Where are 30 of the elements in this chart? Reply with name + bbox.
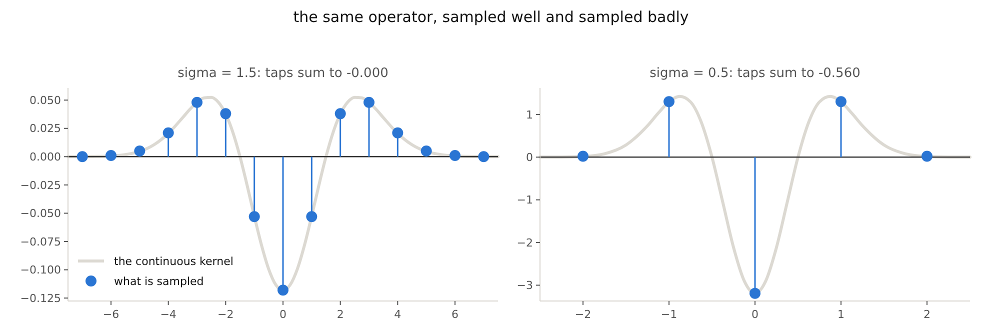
y-tick-label: 0.000 [30, 150, 61, 164]
y-tick-label: −0.025 [20, 178, 61, 192]
y-tick-label: 0.025 [30, 122, 61, 136]
y-tick-label: −0.100 [20, 264, 61, 277]
text: the same operator, sampled well and sampled badly [293, 8, 689, 26]
y-tick-label: −0.075 [20, 235, 61, 248]
legend-label: what is sampled [114, 274, 204, 288]
x-tick-label: −6 [102, 308, 120, 321]
x-tick-label: −4 [160, 308, 176, 321]
chart-title: sigma = 0.5: taps sum to -0.560 [650, 66, 860, 81]
y-tick-label: −2 [516, 236, 533, 250]
y-tick-label: 1 [526, 108, 533, 122]
y-tick-label: 0.050 [30, 94, 61, 107]
y-tick-label: 0 [526, 151, 533, 164]
y-tick-label: −3 [516, 279, 533, 292]
x-tick-label: −2 [574, 308, 592, 321]
y-tick-label: −1 [516, 194, 533, 207]
x-tick-label: −2 [218, 308, 234, 321]
x-tick-label: 1 [838, 308, 844, 321]
y-tick-label: −0.125 [20, 292, 61, 305]
legend-label: the continuous kernel [114, 254, 234, 268]
x-tick-label: 2 [336, 308, 344, 321]
x-tick-label: 4 [394, 308, 402, 321]
y-tick-label: −0.050 [20, 207, 61, 220]
x-tick-label: 6 [452, 308, 458, 321]
x-tick-label: 2 [924, 308, 930, 321]
x-tick-label: 0 [752, 308, 758, 321]
x-tick-label: −1 [660, 308, 678, 321]
x-tick-label: 0 [280, 308, 286, 321]
chart-title: sigma = 1.5: taps sum to -0.000 [178, 66, 388, 81]
